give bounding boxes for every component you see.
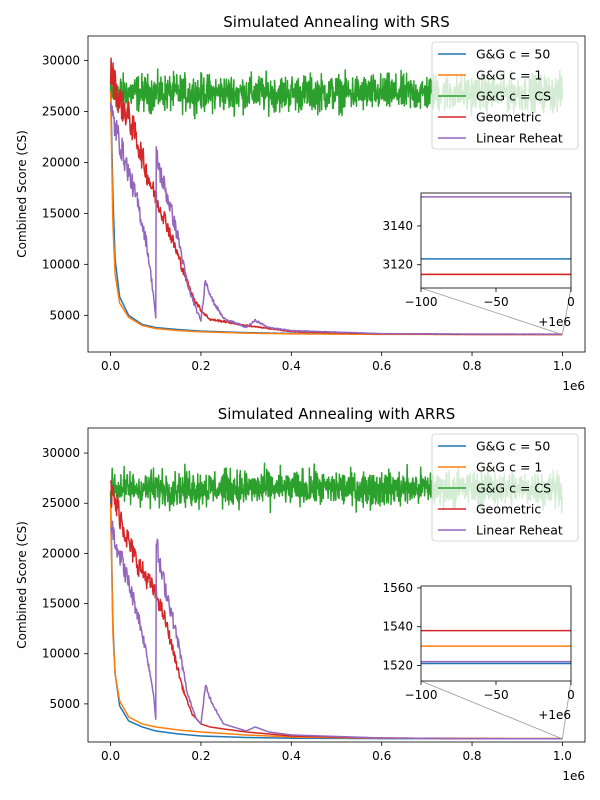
y-tick-label: 10000 xyxy=(42,257,80,271)
series-group xyxy=(109,57,564,336)
x-tick-label: 0.4 xyxy=(282,749,301,763)
inset-y-tick-label: 1560 xyxy=(382,581,413,595)
inset-connector xyxy=(562,680,572,739)
inset-x-tick-label: −100 xyxy=(405,688,438,702)
x-tick-label: 0.8 xyxy=(462,359,481,373)
chart-title: Simulated Annealing with ARRS xyxy=(218,405,456,423)
plot-frame xyxy=(87,35,586,353)
x-offset-label: 1e6 xyxy=(562,769,585,783)
y-axis-label: Combined Score (CS) xyxy=(15,130,29,258)
y-tick-label: 25000 xyxy=(42,104,80,118)
series-line-linear-reheat xyxy=(109,102,563,335)
x-tick-label: 1.0 xyxy=(553,749,572,763)
inset-background xyxy=(421,586,571,681)
legend-label: G&G c = 1 xyxy=(476,460,542,475)
plot-frame xyxy=(87,427,586,743)
x-tick-label: 0.4 xyxy=(282,359,301,373)
inset-y-tick-label: 3120 xyxy=(382,258,413,272)
legend: G&G c = 50 G&G c = 1 G&G c = CS Geometric Li… xyxy=(431,433,579,542)
chart-panel-1: Simulated Annealing with SRS 0.0 0.2 0.4 0.6… xyxy=(15,13,586,393)
inset-x-tick-label: 0 xyxy=(567,688,575,702)
legend-label: Geometric xyxy=(476,110,541,125)
inset-y-tick-label: 1540 xyxy=(382,620,413,634)
legend-label: G&G c = 50 xyxy=(476,439,550,454)
chart-title: Simulated Annealing with SRS xyxy=(223,13,449,31)
x-tick-label: 1.0 xyxy=(553,359,572,373)
x-tick-label: 0.2 xyxy=(191,359,210,373)
legend-label: Linear Reheat xyxy=(476,523,563,538)
legend-label: G&G c = 50 xyxy=(476,47,550,62)
y-tick-label: 5000 xyxy=(49,308,80,322)
x-tick-label: 0.6 xyxy=(372,359,391,373)
y-tick-label: 15000 xyxy=(42,597,80,611)
legend-label: G&G c = CS xyxy=(476,481,551,496)
inset-connector xyxy=(420,680,563,740)
inset-panel: −100 −50 0 +1e6 1520 1540 1560 xyxy=(382,581,574,722)
inset-connector xyxy=(562,287,572,335)
inset-x-offset-label: +1e6 xyxy=(538,315,571,329)
y-tick-label: 25000 xyxy=(42,496,80,510)
x-tick-label: 0.0 xyxy=(101,359,120,373)
y-axis-label: Combined Score (CS) xyxy=(15,521,29,649)
inset-connector xyxy=(420,287,563,335)
y-tick-label: 20000 xyxy=(42,546,80,560)
inset-y-tick-label: 1520 xyxy=(382,658,413,672)
legend-label: G&G c = 1 xyxy=(476,68,542,83)
inset-x-offset-label: +1e6 xyxy=(538,708,571,722)
inset-x-tick-label: −50 xyxy=(483,688,508,702)
y-tick-label: 30000 xyxy=(42,53,80,67)
legend-label: Geometric xyxy=(476,502,541,517)
inset-panel: −100 −50 0 +1e6 3120 3140 xyxy=(382,192,575,329)
series-line-linear-reheat xyxy=(109,520,563,740)
y-tick-label: 5000 xyxy=(49,697,80,711)
x-tick-label: 0.0 xyxy=(101,749,120,763)
legend-box xyxy=(431,433,579,542)
x-tick-label: 0.2 xyxy=(191,749,210,763)
legend-label: Linear Reheat xyxy=(476,131,563,146)
y-tick-label: 15000 xyxy=(42,206,80,220)
chart-panel-2: Simulated Annealing with ARRS 0.0 0.2 0.4 0.… xyxy=(15,405,586,783)
x-tick-label: 0.8 xyxy=(462,749,481,763)
legend-label: G&G c = CS xyxy=(476,89,551,104)
inset-x-tick-label: −50 xyxy=(483,295,508,309)
y-tick-label: 20000 xyxy=(42,155,80,169)
x-tick-label: 0.6 xyxy=(372,749,391,763)
inset-y-tick-label: 3140 xyxy=(382,219,413,233)
legend-box xyxy=(431,41,579,150)
inset-background xyxy=(421,193,571,288)
y-tick-label: 30000 xyxy=(42,446,80,460)
inset-x-tick-label: 0 xyxy=(567,295,575,309)
inset-x-tick-label: −100 xyxy=(405,295,438,309)
y-tick-label: 10000 xyxy=(42,647,80,661)
x-offset-label: 1e6 xyxy=(562,379,585,393)
legend: G&G c = 50 G&G c = 1 G&G c = CS Geometric Li… xyxy=(431,41,579,150)
